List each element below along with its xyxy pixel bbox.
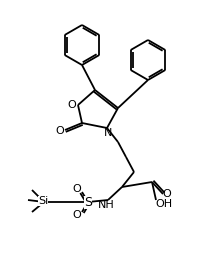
Text: O: O [56,126,64,136]
Text: O: O [68,100,76,110]
Text: N: N [104,128,112,138]
Text: O: O [73,184,81,194]
Text: NH: NH [98,200,114,210]
Text: O: O [73,210,81,220]
Text: OH: OH [155,199,172,209]
Text: O: O [163,189,171,199]
Text: S: S [84,196,92,209]
Text: Si: Si [38,196,48,206]
